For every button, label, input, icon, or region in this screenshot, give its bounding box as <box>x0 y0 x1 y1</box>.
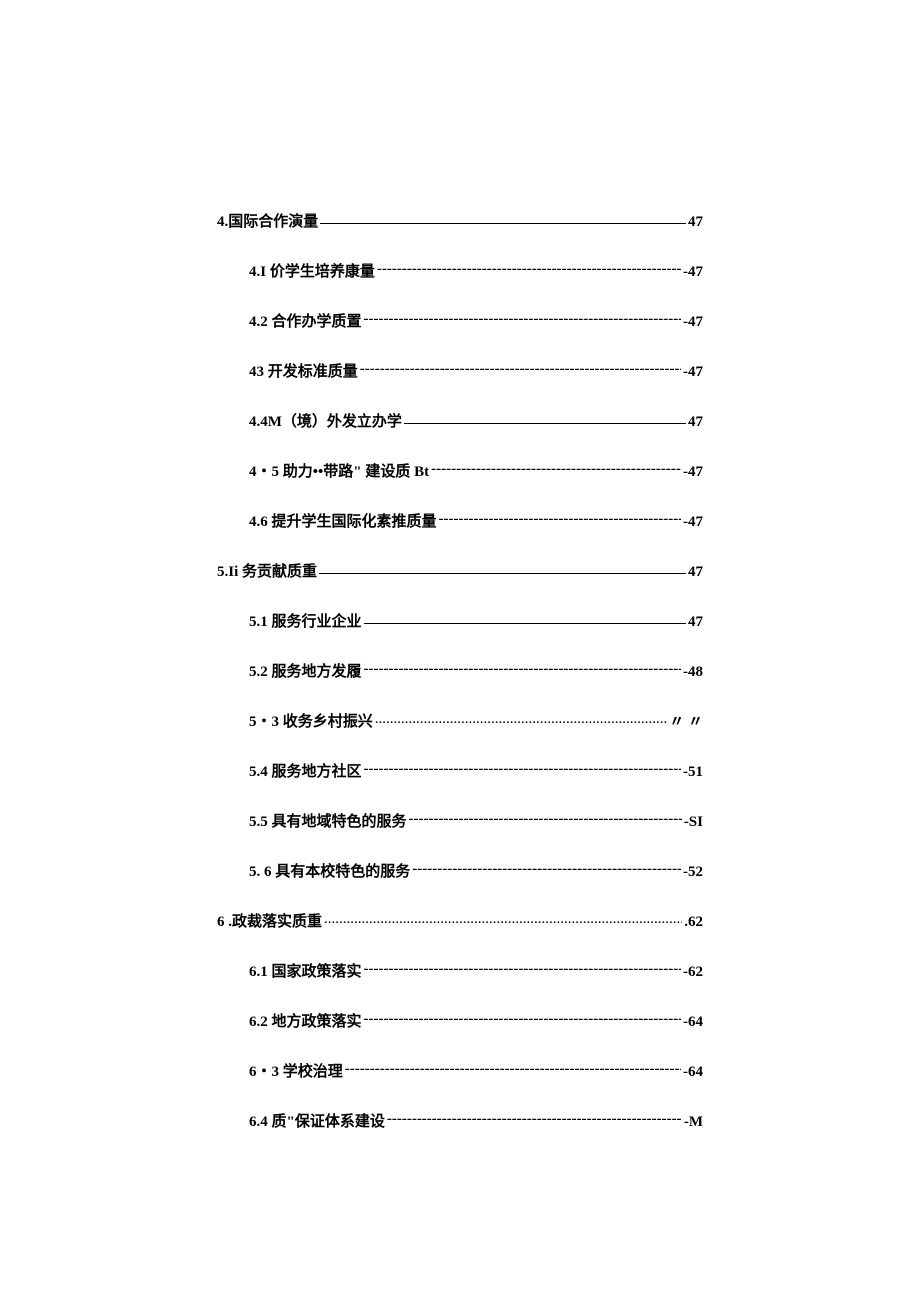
toc-leader <box>364 961 681 976</box>
toc-label: 5.2 服务地方发履 <box>249 660 362 681</box>
toc-entry: 6.1 国家政策落实 -62 <box>249 960 703 981</box>
toc-pagenum: -M <box>684 1114 703 1131</box>
toc-leader <box>364 1011 681 1026</box>
toc-leader <box>404 411 686 426</box>
toc-pagenum: -SI <box>684 814 703 831</box>
toc-pagenum: -47 <box>683 264 703 281</box>
toc-pagenum: 〃 〃 <box>669 710 703 731</box>
toc-pagenum: -62 <box>683 964 703 981</box>
toc-page: 4.国际合作演量 47 4.I 价学生培养康量 -47 4.2 合作办学质置 -… <box>0 0 920 1131</box>
toc-leader <box>375 711 667 726</box>
toc-leader <box>364 761 681 776</box>
toc-pagenum: -52 <box>683 864 703 881</box>
toc-label: 5.1 服务行业企业 <box>249 610 362 631</box>
toc-pagenum: 47 <box>688 414 703 431</box>
toc-entry: 5.5 具有地域特色的服务 -SI <box>249 810 703 831</box>
toc-pagenum: -47 <box>683 364 703 381</box>
toc-label: 5. 6 具有本校特色的服务 <box>249 860 410 881</box>
toc-entry: 4・5 助力••带路" 建设质 Bt -47 <box>249 460 703 481</box>
toc-entry: 5. 6 具有本校特色的服务 -52 <box>249 860 703 881</box>
toc-entry: 5.1 服务行业企业 47 <box>249 610 703 631</box>
toc-pagenum: -64 <box>683 1064 703 1081</box>
toc-leader <box>320 211 686 226</box>
toc-leader <box>364 311 681 326</box>
toc-entry: 5.2 服务地方发履 -48 <box>249 660 703 681</box>
toc-entry: 5.4 服务地方社区 -51 <box>249 760 703 781</box>
toc-entry: 5.Ii 务贡献质重 47 <box>217 560 703 581</box>
toc-label: 5.Ii 务贡献质重 <box>217 560 317 581</box>
toc-entry: 6 .政裁落实质重 .62 <box>217 910 703 931</box>
toc-leader <box>431 461 681 476</box>
toc-entry: 6.4 质"保证体系建设 -M <box>249 1110 703 1131</box>
toc-leader <box>387 1111 682 1126</box>
toc-leader <box>360 361 681 376</box>
toc-pagenum: -51 <box>683 764 703 781</box>
toc-leader <box>409 811 682 826</box>
toc-leader <box>324 911 682 926</box>
toc-entry: 4.国际合作演量 47 <box>217 210 703 231</box>
toc-pagenum: 47 <box>688 214 703 231</box>
toc-pagenum: -47 <box>683 464 703 481</box>
toc-entry: 43 开发标准质量 -47 <box>249 360 703 381</box>
toc-leader <box>377 261 681 276</box>
toc-entry: 4.6 提升学生国际化素推质量 -47 <box>249 510 703 531</box>
toc-label: 4.国际合作演量 <box>217 210 318 231</box>
toc-entry: 4.2 合作办学质置 -47 <box>249 310 703 331</box>
toc-label: 43 开发标准质量 <box>249 360 358 381</box>
toc-pagenum: -48 <box>683 664 703 681</box>
toc-label: 4.I 价学生培养康量 <box>249 260 375 281</box>
toc-label: 6.2 地方政策落实 <box>249 1010 362 1031</box>
toc-entry: 4.4M（境）外发立办学 47 <box>249 410 703 431</box>
toc-pagenum: -64 <box>683 1014 703 1031</box>
toc-pagenum: -47 <box>683 514 703 531</box>
toc-leader <box>412 861 681 876</box>
toc-pagenum: 47 <box>688 564 703 581</box>
toc-entry: 4.I 价学生培养康量 -47 <box>249 260 703 281</box>
toc-pagenum: -47 <box>683 314 703 331</box>
toc-label: 6.1 国家政策落实 <box>249 960 362 981</box>
toc-leader <box>364 661 681 676</box>
toc-leader <box>319 561 686 576</box>
toc-label: 6・3 学校治理 <box>249 1060 343 1081</box>
toc-label: 6.4 质"保证体系建设 <box>249 1110 385 1131</box>
toc-label: 4・5 助力••带路" 建设质 Bt <box>249 460 429 481</box>
toc-leader <box>439 511 681 526</box>
toc-label: 4.2 合作办学质置 <box>249 310 362 331</box>
toc-label: 5.4 服务地方社区 <box>249 760 362 781</box>
toc-pagenum: 47 <box>688 614 703 631</box>
toc-label: 5.5 具有地域特色的服务 <box>249 810 407 831</box>
toc-label: 6 .政裁落实质重 <box>217 910 322 931</box>
toc-entry: 5・3 收务乡村振兴 〃 〃 <box>249 710 703 731</box>
toc-leader <box>345 1061 681 1076</box>
toc-entry: 6・3 学校治理 -64 <box>249 1060 703 1081</box>
toc-pagenum: .62 <box>684 914 703 931</box>
toc-label: 4.6 提升学生国际化素推质量 <box>249 510 437 531</box>
toc-label: 5・3 收务乡村振兴 <box>249 710 373 731</box>
toc-entry: 6.2 地方政策落实 -64 <box>249 1010 703 1031</box>
toc-label: 4.4M（境）外发立办学 <box>249 410 402 431</box>
toc-leader <box>364 611 686 626</box>
